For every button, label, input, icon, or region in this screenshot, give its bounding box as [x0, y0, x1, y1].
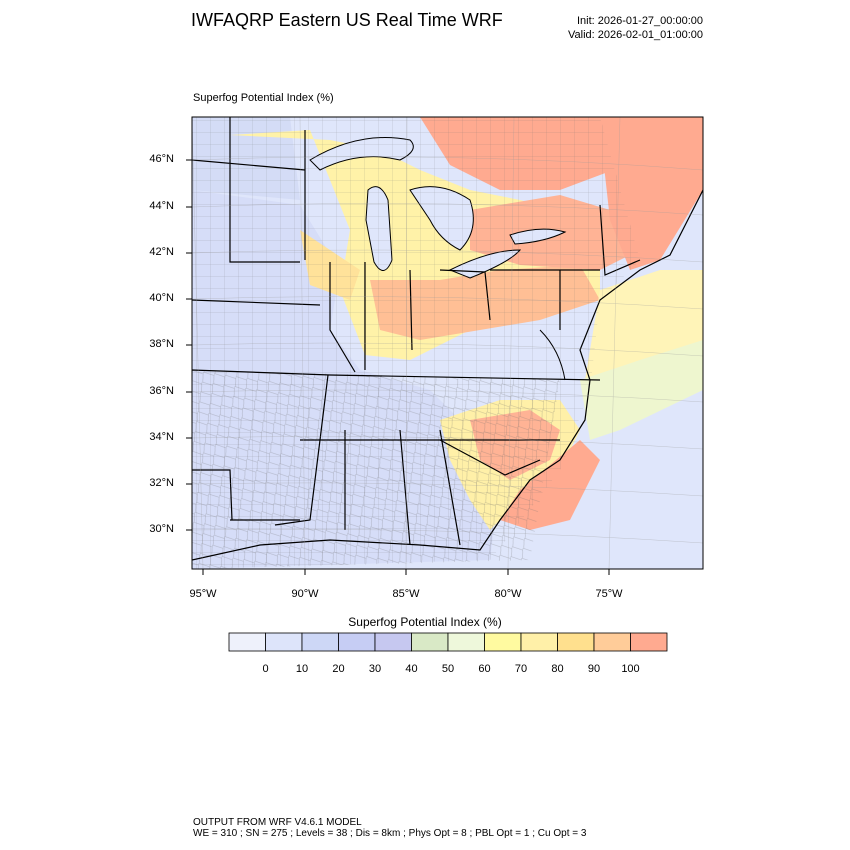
lon-label: 95°W	[189, 588, 217, 600]
legend-color-box	[411, 632, 449, 652]
legend-color-box	[520, 632, 558, 652]
axis-ticks	[186, 159, 610, 575]
legend-tick-label: 30	[368, 663, 382, 675]
legend-tick-label: 40	[405, 663, 418, 675]
legend-color-box	[228, 632, 266, 652]
legend-color-box	[593, 632, 631, 652]
map-frame	[191, 116, 704, 570]
lon-label: 90°W	[291, 588, 319, 600]
legend-tick-label: 0	[262, 663, 269, 675]
lat-label: 44°N	[149, 200, 174, 212]
county-lines-south	[192, 370, 560, 569]
legend-color-box	[265, 632, 303, 652]
run-time-info: Init: 2026-01-27_00:00:00 Valid: 2026-02…	[568, 14, 703, 42]
lat-label: 46°N	[149, 153, 174, 165]
lon-label: 85°W	[392, 588, 420, 600]
init-time: Init: 2026-01-27_00:00:00	[577, 15, 703, 27]
lat-label: 38°N	[149, 338, 174, 350]
lat-label: 32°N	[149, 477, 174, 489]
lat-label: 36°N	[149, 385, 174, 397]
footer-config-line: WE = 310 ; SN = 275 ; Levels = 38 ; Dis …	[193, 828, 587, 839]
footer-model-line: OUTPUT FROM WRF V4.6.1 MODEL	[193, 817, 362, 828]
legend-tick-label: 20	[332, 663, 345, 675]
lat-label: 30°N	[149, 523, 174, 535]
legend-tick-label: 100	[621, 663, 640, 675]
lat-label: 42°N	[149, 246, 174, 258]
lat-label: 34°N	[149, 431, 174, 443]
legend-tick-label: 80	[551, 663, 564, 675]
legend-tick-label: 70	[514, 663, 528, 675]
chesapeake-bay	[539, 329, 566, 381]
legend-title: Superfog Potential Index (%)	[348, 615, 502, 629]
graticule	[192, 117, 703, 569]
legend-tick-label: 50	[441, 663, 455, 675]
map-subtitle: Superfog Potential Index (%)	[193, 92, 334, 104]
legend-color-box	[447, 632, 485, 652]
legend-color-box	[338, 632, 376, 652]
valid-time: Valid: 2026-02-01_01:00:00	[568, 29, 703, 41]
legend-color-box	[484, 632, 522, 652]
map-area	[192, 117, 703, 569]
legend-color-box	[374, 632, 412, 652]
legend-tick-label: 90	[587, 663, 601, 675]
legend-tick-label: 60	[478, 663, 491, 675]
atlantic-low-moderate-region	[580, 340, 703, 440]
lat-label: 40°N	[149, 292, 174, 304]
legend-color-box	[301, 632, 339, 652]
legend-colorbar	[228, 632, 668, 652]
legend-color-box	[557, 632, 595, 652]
lon-label: 80°W	[494, 588, 522, 600]
state-boundaries	[192, 117, 641, 546]
lon-label: 75°W	[595, 588, 623, 600]
legend-color-box	[630, 632, 668, 652]
page-title: IWFAQRP Eastern US Real Time WRF	[191, 10, 503, 30]
legend-tick-label: 10	[295, 663, 309, 675]
coastline	[192, 189, 703, 561]
